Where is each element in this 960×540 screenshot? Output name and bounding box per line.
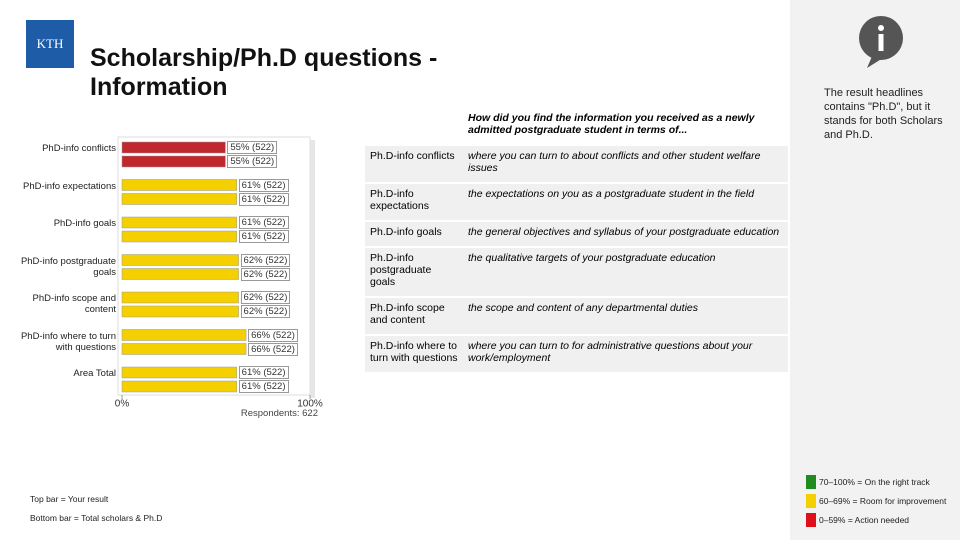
legend-entry: Top bar = Your result <box>30 494 109 504</box>
threshold-label: 0–59% = Action needed <box>819 515 910 525</box>
value-label: 62% (522) <box>240 267 291 281</box>
bar <box>121 329 247 341</box>
category-label: PhD-info where to turn with questions <box>20 330 116 353</box>
table-question: How did you find the information you rec… <box>463 108 788 146</box>
x-tick-label: 0% <box>115 399 130 410</box>
description-cell: where you can turn to about conflicts an… <box>463 145 788 184</box>
bar <box>121 305 239 318</box>
value-label: 62% (522) <box>240 253 291 267</box>
side-note: The result headlines contains "Ph.D", bu… <box>824 87 943 141</box>
value-label: 62% (522) <box>240 291 291 304</box>
value-label: 61% (522) <box>238 192 289 206</box>
plot-shadow <box>310 140 315 398</box>
table-row: Ph.D-info conflicts where you can turn to… <box>365 145 788 184</box>
table-row: Ph.D-info postgraduate goals the qualitat… <box>365 247 788 298</box>
description-cell: the scope and content of any departmenta… <box>463 297 788 336</box>
info-icon <box>859 16 903 68</box>
threshold-label: 60–69% = Room for improvement <box>819 496 947 506</box>
threshold-swatch <box>806 475 816 489</box>
bar <box>121 254 239 266</box>
item-cell: Ph.D-info expectations <box>365 183 463 222</box>
bar <box>121 193 237 205</box>
value-label: 66% (522) <box>248 342 298 356</box>
value-label: 61% (522) <box>238 216 289 229</box>
info-table: How did you find the information you rec… <box>365 108 788 374</box>
slide-title: Scholarship/Ph.D questions - Information <box>90 44 438 101</box>
x-tick-label: 100% <box>297 399 323 410</box>
description-cell: where you can turn to for administrative… <box>463 335 788 374</box>
value-label: 55% (522) <box>227 155 278 168</box>
value-label: 66% (522) <box>248 328 298 342</box>
bar <box>121 216 237 229</box>
value-label: 61% (522) <box>238 380 289 393</box>
threshold-swatch <box>806 513 816 527</box>
category-label: PhD-info scope and content <box>32 293 116 315</box>
category-label: Area Total <box>73 368 116 379</box>
item-cell: Ph.D-info where to turn with questions <box>365 335 463 374</box>
item-cell: Ph.D-info scope and content <box>365 297 463 336</box>
side-panel <box>790 0 960 540</box>
threshold-swatch <box>806 494 816 508</box>
value-label: 61% (522) <box>238 230 289 243</box>
description-cell: the expectations on you as a postgraduat… <box>463 183 788 222</box>
table-header: How did you find the information you rec… <box>365 108 788 146</box>
bar <box>121 291 239 304</box>
table-row: Ph.D-info goals the general objectives an… <box>365 221 788 248</box>
bar <box>121 268 239 280</box>
category-label: PhD-info goals <box>53 218 116 229</box>
bar <box>121 179 237 191</box>
category-label: PhD-info postgraduate goals <box>20 255 116 278</box>
bar <box>121 155 226 168</box>
item-cell: Ph.D-info postgraduate goals <box>365 247 463 298</box>
table-row: Ph.D-info expectations the expectations o… <box>365 183 788 222</box>
item-cell: Ph.D-info goals <box>365 221 463 248</box>
category-label: PhD-info conflicts <box>42 143 116 154</box>
description-cell: the general objectives and syllabus of y… <box>463 221 788 248</box>
bar <box>121 343 247 355</box>
table-row: Ph.D-info scope and content the scope and… <box>365 297 788 336</box>
value-label: 61% (522) <box>238 366 289 379</box>
value-label: 55% (522) <box>227 141 278 154</box>
bar <box>121 380 237 393</box>
value-label: 61% (522) <box>238 178 289 192</box>
value-label: 62% (522) <box>240 305 291 318</box>
legend-entry: Bottom bar = Total scholars & Ph.D <box>30 513 163 523</box>
bar <box>121 230 237 243</box>
category-label: PhD-info expectations <box>23 180 116 192</box>
logo: KTH <box>26 20 74 68</box>
bar <box>121 366 237 379</box>
table-row: Ph.D-info where to turn with questions wh… <box>365 335 788 374</box>
annotation: Respondents: 622 <box>241 408 318 419</box>
bar <box>121 141 226 154</box>
threshold-label: 70–100% = On the right track <box>819 477 930 487</box>
description-cell: the qualitative targets of your postgrad… <box>463 247 788 298</box>
item-cell: Ph.D-info conflicts <box>365 145 463 184</box>
